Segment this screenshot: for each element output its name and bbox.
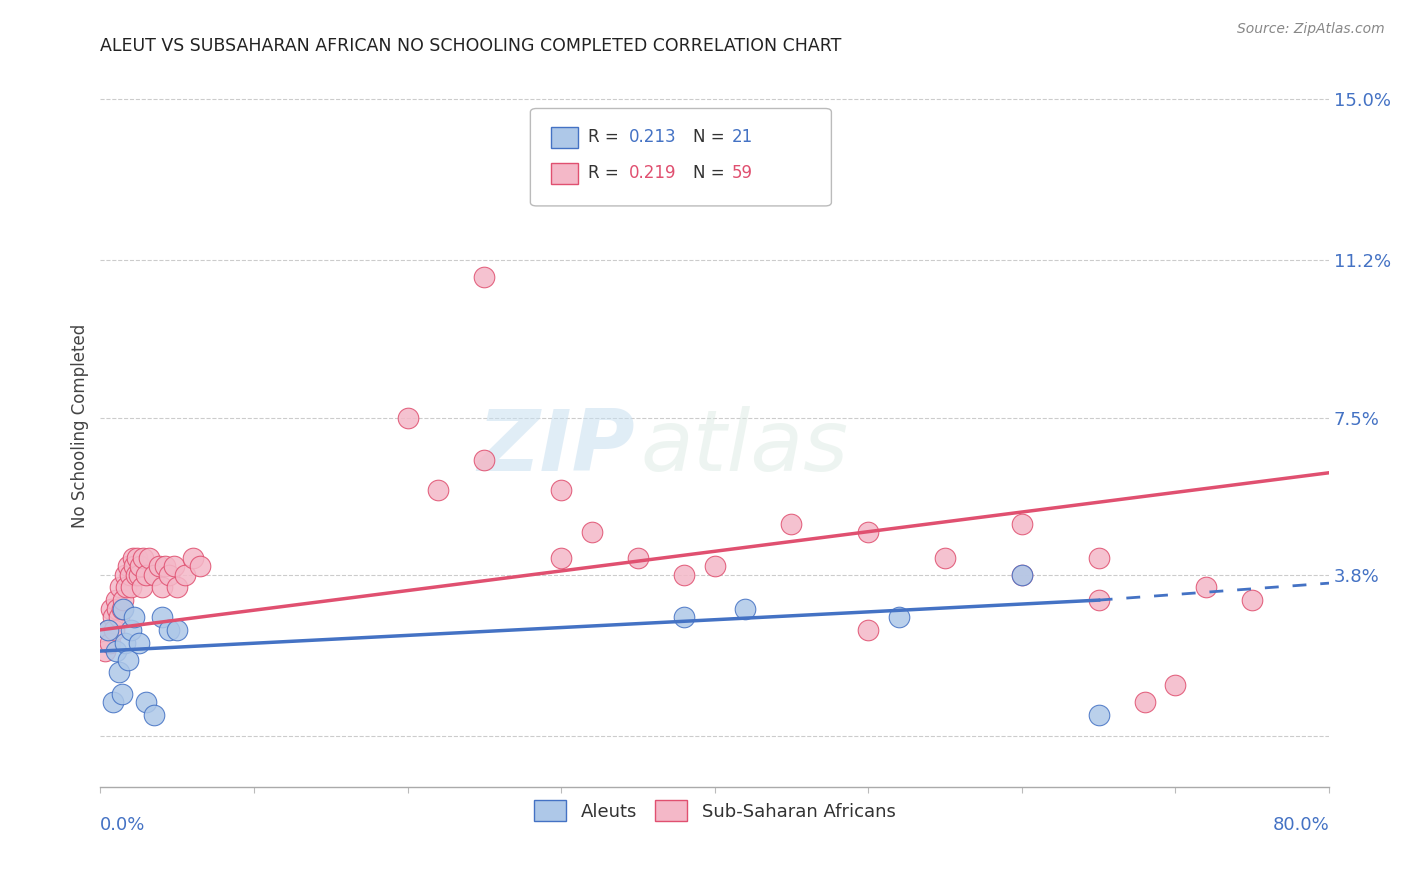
- Point: [934, 550, 956, 565]
- Point: [1011, 567, 1033, 582]
- Point: [181, 550, 204, 565]
- Point: [159, 567, 181, 582]
- Text: N =: N =: [693, 164, 730, 183]
- Point: [97, 623, 120, 637]
- Text: atlas: atlas: [641, 406, 849, 489]
- Point: [115, 581, 138, 595]
- Point: [101, 695, 124, 709]
- Point: [1241, 593, 1264, 607]
- Text: ZIP: ZIP: [477, 406, 636, 489]
- Point: [1195, 581, 1218, 595]
- Point: [132, 550, 155, 565]
- Point: [101, 610, 124, 624]
- Point: [107, 665, 129, 680]
- Point: [117, 652, 139, 666]
- Point: [1087, 550, 1109, 565]
- Point: [120, 623, 142, 637]
- Point: [780, 516, 803, 531]
- Point: [94, 644, 117, 658]
- Text: 80.0%: 80.0%: [1272, 816, 1329, 834]
- Point: [114, 635, 136, 649]
- Point: [97, 623, 120, 637]
- Point: [472, 453, 495, 467]
- Point: [143, 707, 166, 722]
- Point: [114, 567, 136, 582]
- Point: [858, 525, 880, 540]
- Point: [107, 610, 129, 624]
- Point: [858, 623, 880, 637]
- Point: [120, 581, 142, 595]
- Point: [1133, 695, 1156, 709]
- FancyBboxPatch shape: [551, 162, 578, 185]
- Point: [138, 550, 160, 565]
- Point: [427, 483, 450, 497]
- Point: [103, 623, 125, 637]
- Point: [100, 601, 122, 615]
- Y-axis label: No Schooling Completed: No Schooling Completed: [72, 324, 89, 528]
- Point: [166, 623, 188, 637]
- Point: [124, 567, 146, 582]
- Point: [135, 567, 157, 582]
- Point: [112, 601, 135, 615]
- Point: [105, 601, 128, 615]
- Point: [173, 567, 195, 582]
- Text: Source: ZipAtlas.com: Source: ZipAtlas.com: [1237, 22, 1385, 37]
- Text: R =: R =: [588, 128, 624, 146]
- Point: [150, 610, 173, 624]
- Point: [581, 525, 603, 540]
- Point: [672, 610, 695, 624]
- Point: [153, 559, 176, 574]
- Point: [1011, 516, 1033, 531]
- Text: R =: R =: [588, 164, 624, 183]
- Legend: Aleuts, Sub-Saharan Africans: Aleuts, Sub-Saharan Africans: [526, 793, 903, 829]
- Point: [550, 483, 572, 497]
- Point: [121, 550, 143, 565]
- Text: 21: 21: [733, 128, 754, 146]
- Point: [110, 581, 132, 595]
- Point: [131, 581, 153, 595]
- Text: 0.0%: 0.0%: [100, 816, 146, 834]
- FancyBboxPatch shape: [551, 127, 578, 148]
- Point: [150, 581, 173, 595]
- Point: [703, 559, 725, 574]
- Point: [128, 567, 150, 582]
- Point: [627, 550, 650, 565]
- Point: [163, 559, 186, 574]
- Point: [887, 610, 910, 624]
- Point: [159, 623, 181, 637]
- Point: [104, 593, 127, 607]
- Point: [166, 581, 188, 595]
- Point: [111, 601, 134, 615]
- Point: [148, 559, 170, 574]
- Text: ALEUT VS SUBSAHARAN AFRICAN NO SCHOOLING COMPLETED CORRELATION CHART: ALEUT VS SUBSAHARAN AFRICAN NO SCHOOLING…: [100, 37, 842, 55]
- Point: [122, 610, 145, 624]
- Point: [672, 567, 695, 582]
- Point: [122, 559, 145, 574]
- Point: [104, 644, 127, 658]
- Point: [112, 593, 135, 607]
- Point: [734, 601, 756, 615]
- Point: [117, 559, 139, 574]
- Point: [396, 410, 419, 425]
- Point: [118, 567, 141, 582]
- Point: [1087, 707, 1109, 722]
- Point: [143, 567, 166, 582]
- Point: [550, 550, 572, 565]
- Text: N =: N =: [693, 128, 730, 146]
- Point: [472, 270, 495, 285]
- Text: 59: 59: [733, 164, 752, 183]
- Point: [1164, 678, 1187, 692]
- Point: [129, 559, 152, 574]
- Point: [1087, 593, 1109, 607]
- Point: [188, 559, 211, 574]
- FancyBboxPatch shape: [530, 109, 831, 206]
- Point: [111, 686, 134, 700]
- Point: [1011, 567, 1033, 582]
- Point: [135, 695, 157, 709]
- Point: [128, 635, 150, 649]
- Point: [127, 550, 149, 565]
- Text: 0.219: 0.219: [628, 164, 676, 183]
- Text: 0.213: 0.213: [628, 128, 676, 146]
- Point: [98, 635, 121, 649]
